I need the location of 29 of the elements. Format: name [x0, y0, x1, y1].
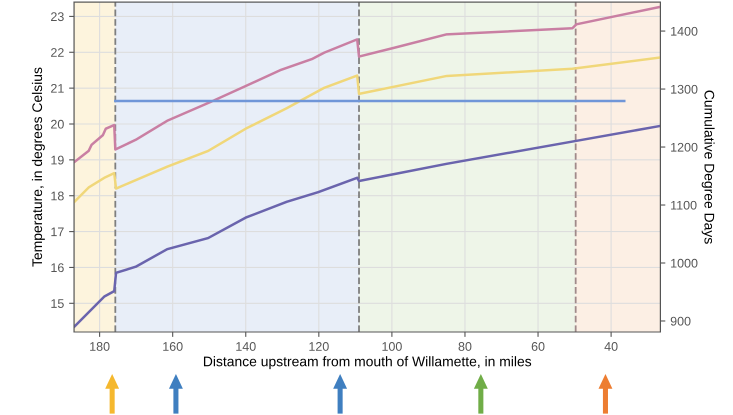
- x-tick-label: 160: [163, 342, 183, 351]
- y2-axis-title: Cumulative Degree Days: [702, 90, 715, 244]
- x-tick-label: 60: [532, 342, 544, 351]
- y-tick-label: 22: [51, 48, 64, 57]
- line-series: [74, 124, 660, 328]
- y-tick-label: 21: [51, 84, 64, 93]
- y2-tick-label: 1300: [671, 84, 698, 94]
- y2-tick-label: 1200: [671, 142, 698, 152]
- x-tick-label: 100: [382, 342, 402, 351]
- y2-tick-label: 1400: [671, 26, 698, 36]
- x-tick-label: 180: [90, 342, 110, 351]
- x-tick-label: 120: [309, 342, 329, 351]
- y-tick-label: 20: [51, 120, 64, 129]
- y-tick-label: 19: [51, 156, 64, 165]
- y2-tick-label: 1100: [671, 200, 697, 210]
- y2-tick-label: 1000: [671, 258, 698, 268]
- y2-tick-label: 900: [670, 316, 691, 326]
- line-series: [74, 6, 660, 164]
- y-tick-label: 18: [51, 192, 64, 200]
- y-tick-label: 16: [51, 263, 64, 272]
- x-tick-label: 140: [236, 342, 256, 351]
- line-series: [74, 56, 660, 204]
- y-tick-label: 15: [51, 299, 64, 308]
- x-tick-label: 40: [604, 342, 618, 351]
- y-tick-label: 17: [51, 228, 64, 236]
- x-tick-label: 80: [458, 342, 472, 351]
- x-axis-title: Distance upstream from mouth of Willamette, in miles: [204, 356, 532, 370]
- y-axis-title: Temperature, in degrees Celsius: [32, 68, 45, 267]
- y-tick-label: 23: [51, 12, 64, 22]
